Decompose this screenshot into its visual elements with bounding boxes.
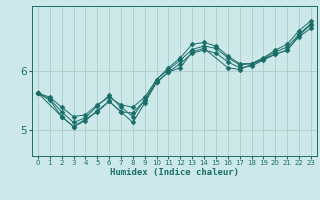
X-axis label: Humidex (Indice chaleur): Humidex (Indice chaleur) (110, 168, 239, 177)
